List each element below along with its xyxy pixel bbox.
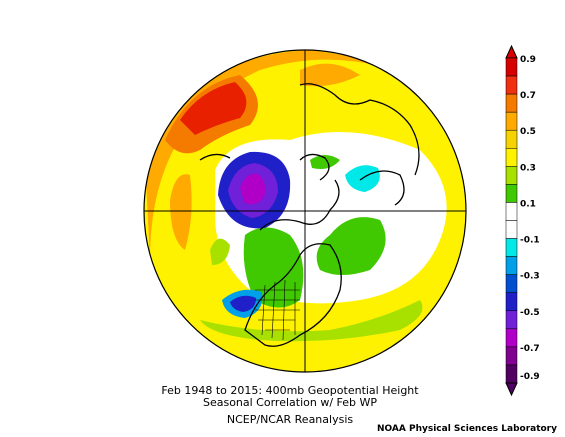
colorbar-swatch [505,328,518,348]
title-line-1: Feb 1948 to 2015: 400mb Geopotential Hei… [161,384,419,397]
colorbar-swatch [505,256,518,275]
colorbar-top-arrow [505,44,518,59]
colorbar-tick-label: -0.3 [520,272,540,282]
colorbar-tick-label: 0.1 [520,199,536,209]
colorbar-tick-label: -0.1 [520,236,540,246]
colorbar-swatch [505,184,518,203]
colorbar-swatch [505,292,518,312]
colorbar-swatch [505,364,518,384]
colorbar-swatch [505,129,518,149]
credit-label: NOAA Physical Sciences Laboratory [376,424,557,434]
green-atlantic [316,217,386,275]
red-maximum [180,82,247,135]
colorbar-swatch [505,75,518,95]
green-arctic-patch [310,155,340,169]
blue-north-pacific-core [230,295,256,312]
colorbar-swatch [505,220,518,239]
colorbar-swatch [505,166,518,185]
colorbar-swatch [505,57,518,77]
colorbar-tick-label: 0.5 [520,127,536,137]
magenta-core [240,173,266,205]
colorbar-swatch [505,93,518,113]
colorbar-swatch [505,202,518,221]
colorbar-swatch [505,148,518,167]
graticule [255,279,300,341]
colorbar: 0.9 0.7 0.5 0.3 0.1 -0.1 -0.3 -0.5 -0.7 -0.9 [505,44,540,397]
colorbar-swatch [505,111,518,131]
colorbar-swatch [505,274,518,293]
orange-north-lobe [300,63,360,87]
colorbar-swatch [505,310,518,330]
colorbar-swatch [505,238,518,257]
colorbar-tick-label: -0.5 [520,308,540,318]
colorbar-tick-label: 0.7 [520,91,536,101]
green-pacific-patch [210,238,230,265]
colorbar-tick-label: -0.9 [520,372,540,382]
title-line-2: Seasonal Correlation w/ Feb WP [202,396,378,409]
colorbar-swatch [505,346,518,366]
green-south-band [200,300,423,342]
source-line: NCEP/NCAR Reanalysis [226,413,354,426]
map-border [143,49,467,373]
green-north-america [243,227,304,308]
colorbar-tick-label: 0.9 [520,55,536,65]
colorbar-tick-label: 0.3 [520,163,536,173]
colorbar-bottom-arrow [505,382,518,397]
colorbar-tick-label: -0.7 [520,344,540,354]
orange-west-lobe [170,174,192,250]
